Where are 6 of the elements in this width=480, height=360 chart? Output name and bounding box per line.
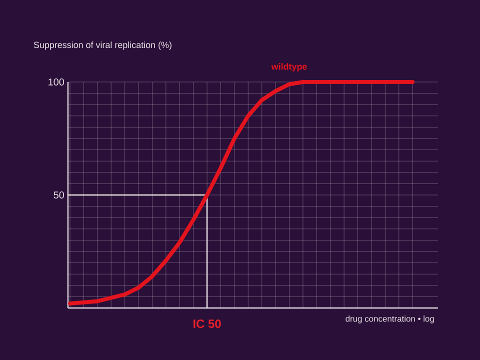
y-tick-label: 50 [54, 191, 64, 199]
x-axis-title: drug concentration • log [346, 316, 434, 324]
y-axis-title: Suppression of viral replication (%) [34, 41, 172, 50]
text: IC 50 [194, 320, 221, 328]
series-label: wildtype [271, 63, 307, 72]
y-tick-label: 100 [48, 78, 64, 86]
